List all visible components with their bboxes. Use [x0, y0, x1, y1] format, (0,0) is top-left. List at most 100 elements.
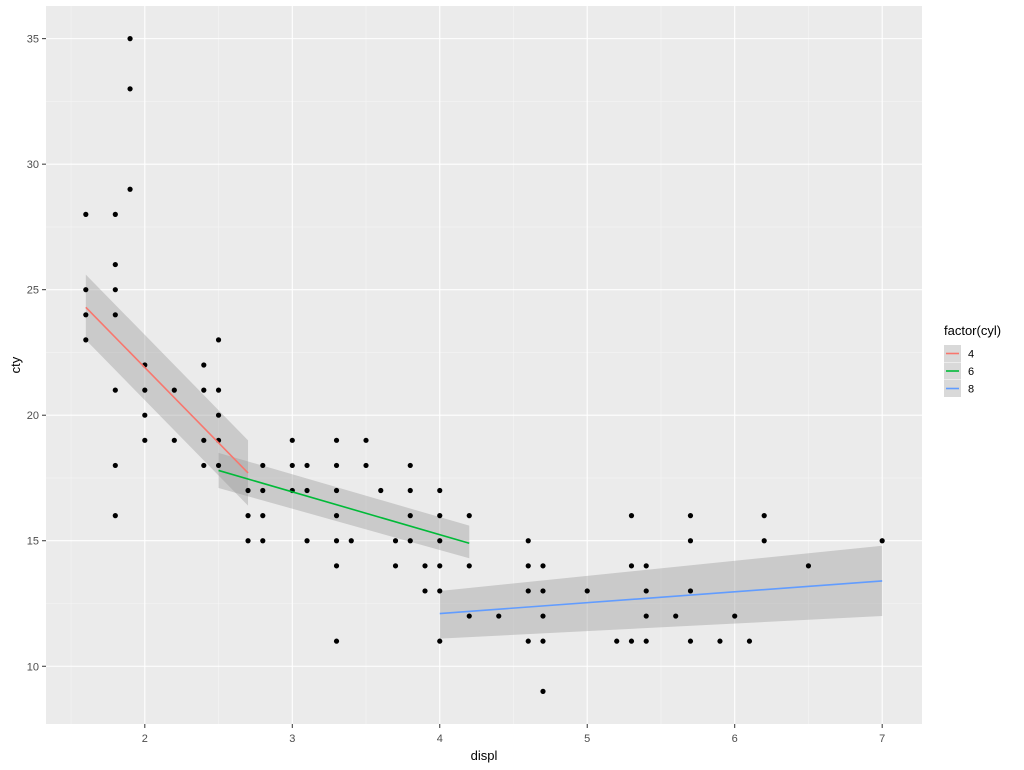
data-point — [422, 588, 428, 594]
data-point — [466, 563, 472, 569]
data-point — [112, 312, 118, 318]
data-point — [112, 287, 118, 293]
legend-entry-6: 6 — [944, 362, 974, 380]
data-point — [540, 638, 546, 644]
data-point — [112, 513, 118, 519]
data-point — [83, 312, 89, 318]
data-point — [333, 487, 340, 494]
x-tick-label: 4 — [437, 733, 443, 745]
data-point — [127, 36, 133, 42]
data-point — [392, 538, 399, 544]
data-point — [732, 613, 738, 619]
data-point — [643, 638, 649, 644]
data-point — [525, 638, 531, 644]
data-point — [525, 538, 531, 544]
data-point — [127, 86, 133, 92]
data-point — [392, 563, 399, 569]
data-point — [879, 538, 885, 544]
data-point — [245, 487, 251, 494]
data-point — [466, 613, 472, 619]
data-point — [245, 513, 251, 519]
legend-label-6: 6 — [968, 366, 974, 378]
data-point — [142, 437, 148, 443]
fit-lines — [85, 306, 883, 615]
data-point — [540, 563, 546, 569]
grid-minor — [46, 6, 922, 724]
y-axis-ticks: 10 15 20 25 30 35 — [27, 34, 46, 673]
y-tick-label: 20 — [27, 410, 39, 422]
data-point — [112, 462, 118, 469]
legend: factor(cyl) 4 6 8 — [944, 323, 1001, 397]
data-point — [201, 362, 207, 368]
data-point — [260, 462, 266, 469]
x-tick-label: 3 — [289, 733, 295, 745]
data-point — [348, 538, 354, 544]
data-point — [407, 487, 413, 494]
confidence-band-8 — [439, 545, 883, 639]
x-axis-ticks: 2 3 4 5 6 7 — [142, 724, 885, 745]
data-point — [304, 487, 310, 494]
data-point — [422, 563, 428, 569]
data-point — [407, 462, 413, 469]
data-point — [215, 337, 222, 343]
data-point — [83, 287, 89, 293]
data-points — [83, 36, 885, 694]
data-point — [142, 387, 148, 393]
data-point — [643, 563, 649, 569]
data-point — [525, 588, 531, 594]
data-point — [643, 613, 649, 619]
y-tick-label: 15 — [27, 536, 39, 548]
data-point — [437, 513, 443, 519]
data-point — [437, 538, 443, 544]
data-point — [112, 261, 118, 268]
data-point — [333, 563, 340, 569]
data-point — [717, 638, 723, 644]
y-axis-title: cty — [8, 356, 23, 373]
data-point — [127, 186, 133, 192]
data-point — [201, 437, 207, 443]
data-point — [407, 538, 413, 544]
data-point — [466, 513, 472, 519]
data-point — [333, 462, 340, 469]
data-point — [687, 638, 694, 644]
data-point — [215, 412, 222, 418]
legend-label-8: 8 — [968, 384, 974, 396]
data-point — [201, 387, 207, 393]
data-point — [437, 487, 443, 494]
data-point — [215, 387, 222, 393]
data-point — [673, 613, 679, 619]
data-point — [614, 638, 620, 644]
data-point — [643, 588, 649, 594]
fit-line-6 — [218, 469, 470, 545]
data-point — [112, 387, 118, 393]
y-tick-label: 25 — [27, 285, 39, 297]
data-point — [525, 563, 531, 569]
data-point — [260, 513, 266, 519]
legend-label-4: 4 — [968, 349, 974, 361]
x-axis-title: displ — [471, 748, 498, 763]
data-point — [628, 563, 635, 569]
data-point — [363, 462, 369, 469]
data-point — [304, 462, 310, 469]
data-point — [304, 538, 310, 544]
data-point — [687, 588, 694, 594]
data-point — [496, 613, 502, 619]
x-tick-label: 7 — [879, 733, 885, 745]
data-point — [333, 513, 340, 519]
data-point — [171, 387, 177, 393]
data-point — [746, 638, 753, 644]
data-point — [407, 513, 413, 519]
data-point — [142, 412, 148, 418]
data-point — [761, 538, 767, 544]
data-point — [363, 437, 369, 443]
legend-title: factor(cyl) — [944, 323, 1001, 338]
data-point — [628, 638, 635, 644]
data-point — [83, 211, 89, 217]
data-point — [687, 538, 694, 544]
fit-line-4 — [85, 306, 249, 474]
data-point — [260, 538, 266, 544]
data-point — [378, 487, 384, 494]
data-point — [112, 211, 118, 217]
data-point — [171, 437, 177, 443]
